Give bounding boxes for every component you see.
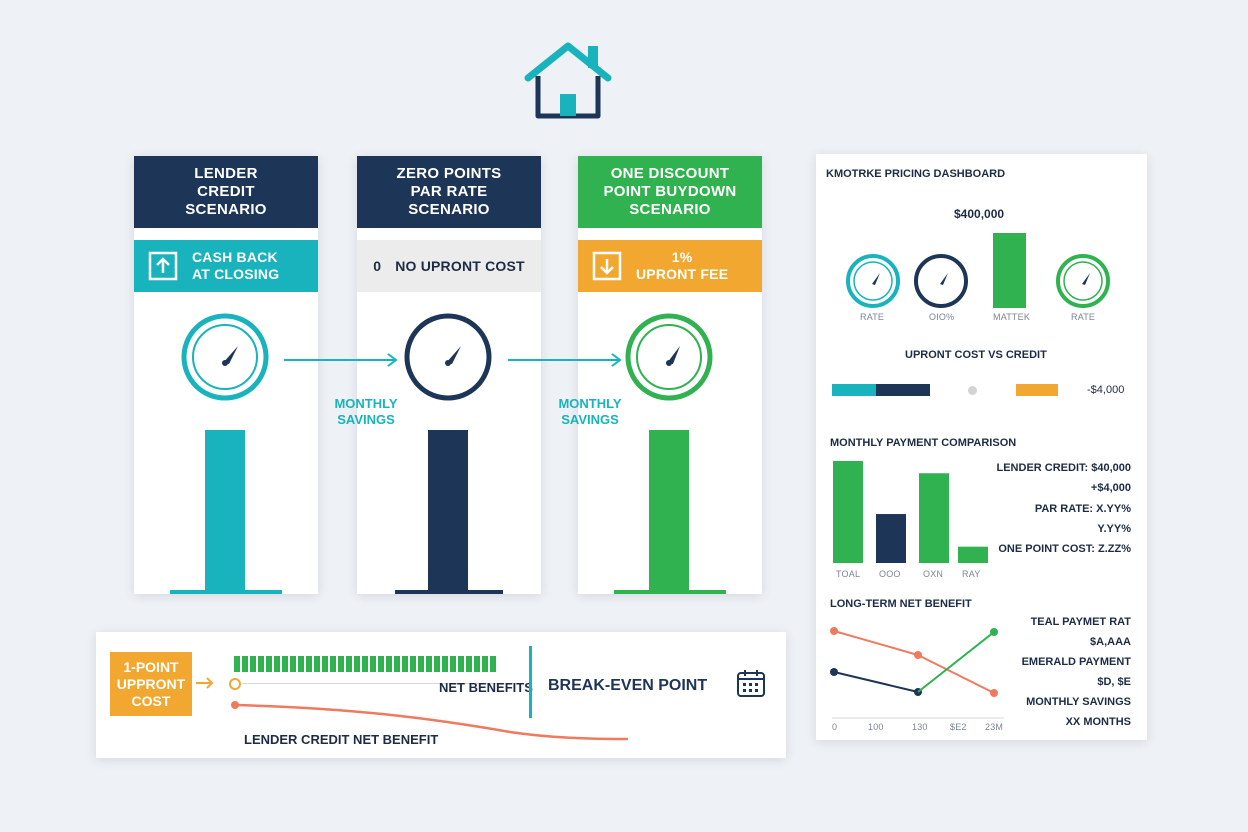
payment-bar [649,430,689,594]
lender-credit-card: LENDER CREDIT SCENARIO CASH BACK AT CLOSING [134,156,318,594]
monthly-label: Y.YY% [1097,523,1131,535]
arrow-down-icon [592,251,622,281]
upfront-navy-bar [876,384,930,396]
break-even-timeline: 1-POINT UPPRONT COST NET BENEFITS BREAK-EV… [96,632,786,758]
loan-amount: $400,000 [954,207,1005,221]
lender-credit-curve [230,698,630,747]
gauge-label: RATE [860,312,885,322]
longterm-label: TEAL PAYMET RAT [1030,616,1131,628]
percent-gauge-icon [913,253,969,314]
one-point-card: ONE DISCOUNT POINT BUYDOWN SCENARIO 1% UPRO… [578,156,762,594]
monthly-label: ONE POINT COST: Z.ZZ% [998,543,1131,555]
x-tick: 130 [912,722,928,732]
house-icon [522,40,614,120]
longterm-label: $A,AAA [1090,636,1131,648]
monthly-savings-label: MONTHLY SAVINGS [558,396,622,427]
x-tick: 23M [985,722,1004,732]
cost-marker [229,678,241,690]
longterm-chart [828,622,1008,729]
longterm-label: XX MONTHS [1065,716,1131,728]
monthly-bar [919,473,949,563]
card-title: LENDER CREDIT SCENARIO [134,156,318,228]
bar-label: RAY [962,569,981,579]
bar-base [170,590,282,594]
rate-gauge-icon [845,253,901,314]
monthly-savings-label: MONTHLY SAVINGS [334,396,398,427]
break-even-line [529,646,532,718]
card-title: ONE DISCOUNT POINT BUYDOWN SCENARIO [578,156,762,228]
x-tick: 100 [868,722,884,732]
bar-base [395,590,503,594]
upfront-dot [968,386,977,395]
dashboard-title: KMOTRKE PRICING DASHBOARD [826,168,1006,180]
payment-bar [428,430,468,594]
gauge-icon [403,312,493,407]
monthly-title: MONTHLY PAYMENT COMPARISON [830,437,1017,449]
card-subheader: 0 NO UPRONT COST [357,240,541,292]
upfront-teal-bar [832,384,876,396]
amount-bar [993,233,1026,308]
monthly-label: LENDER CREDIT: $40,000 [996,462,1132,474]
break-even-label: BREAK-EVEN POINT [548,677,708,694]
zero-points-card: ZERO POINTS PAR RATE SCENARIO 0 NO UPRONT C… [357,156,541,594]
monthly-label: PAR RATE: X.YY% [1034,503,1131,515]
payment-bar [205,430,245,594]
net-benefit-progress [234,656,498,672]
rate-gauge-icon [1055,253,1111,314]
card-title: ZERO POINTS PAR RATE SCENARIO [357,156,541,228]
pricing-dashboard: KMOTRKE PRICING DASHBOARD $400,000 RATE … [816,154,1147,740]
monthly-bar [876,514,906,563]
longterm-label: EMERALD PAYMENT [1021,656,1131,668]
gauge-icon [180,312,270,407]
gauge-icon [624,312,714,407]
card-subheader: CASH BACK AT CLOSING [134,240,318,292]
card-subheader: 1% UPRONT FEE [578,240,762,292]
upfront-title: UPRONT COST VS CREDIT [905,349,1047,361]
longterm-title: LONG-TERM NET BENEFIT [830,598,972,610]
arrow-right-icon [196,676,216,695]
arrow-up-icon [148,251,178,281]
monthly-bar [833,461,863,563]
calendar-icon [736,668,766,703]
arrow-right-icon [508,352,628,373]
gauge-label: RATE [1071,312,1096,322]
bar-label: OOO [879,569,901,579]
gauge-label: OIO% [929,312,955,322]
cost-line [242,683,524,684]
net-benefits-label: NET BENEFITS [439,680,533,695]
upfront-cost-box: 1-POINT UPPRONT COST [110,652,192,716]
lender-credit-label: LENDER CREDIT NET BENEFIT [244,732,439,747]
longterm-label: $D, $E [1097,676,1131,688]
monthly-bar [958,546,988,563]
arrow-right-icon [284,352,404,373]
x-tick: $E2 [950,722,967,732]
bar-base [614,590,726,594]
monthly-bars [830,459,1000,565]
longterm-label: MONTHLY SAVINGS [1026,696,1131,708]
gauge-label: MATTEK [993,312,1031,322]
x-tick: 0 [832,722,838,732]
upfront-orange-bar [1016,384,1058,396]
bar-label: OXN [923,569,944,579]
bar-label: TOAL [836,569,861,579]
monthly-label: +$4,000 [1090,482,1131,494]
upfront-value: -$4,000 [1087,384,1125,396]
